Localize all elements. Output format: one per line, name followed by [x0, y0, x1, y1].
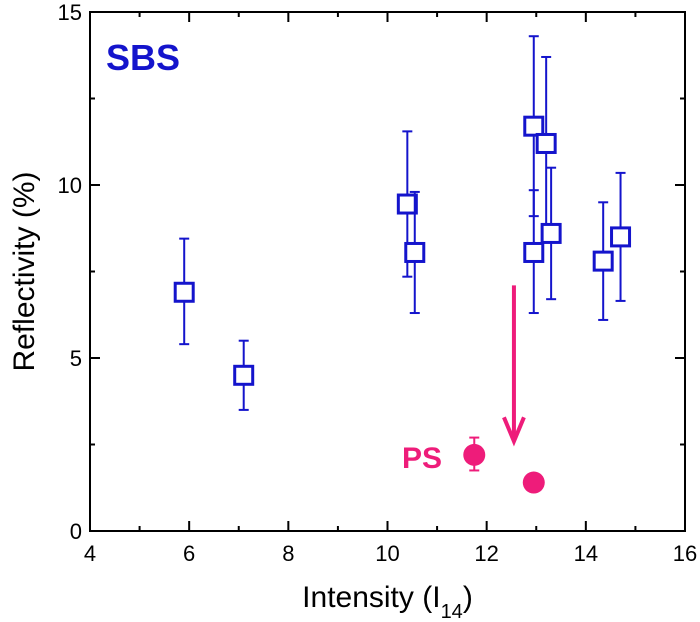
- x-tick-label: 10: [375, 541, 399, 566]
- data-point-square: [610, 226, 632, 248]
- x-tick-label: 4: [84, 541, 96, 566]
- x-tick-label: 14: [574, 541, 598, 566]
- y-axis-title: Reflectivity (%): [8, 171, 41, 371]
- x-tick-label: 8: [282, 541, 294, 566]
- annotations: [502, 285, 526, 447]
- data-point-square: [233, 364, 255, 386]
- series-label-ps: PS: [402, 442, 442, 475]
- x-axis-title-close: ): [463, 581, 473, 614]
- data-point-square: [523, 115, 545, 137]
- series-label-sbs: SBS: [106, 37, 180, 78]
- data-point-square: [396, 193, 418, 215]
- y-tick-label: 0: [70, 519, 82, 544]
- series-layer: [173, 35, 632, 494]
- data-point-square: [540, 222, 562, 244]
- y-tick-label: 10: [58, 173, 82, 198]
- data-point-square: [535, 132, 557, 154]
- data-point-square: [523, 241, 545, 263]
- x-axis-title-main: Intensity (I: [302, 581, 440, 614]
- data-point-square: [404, 241, 426, 263]
- data-point-square: [592, 250, 614, 272]
- tick-labels: 4 6 8 10 12 14 16 0 5 10 15: [58, 0, 698, 566]
- series-ps: [463, 436, 545, 494]
- x-axis-title-subscript: 14: [441, 601, 463, 622]
- plot-frame: [89, 11, 686, 532]
- series-sbs: [173, 35, 632, 411]
- y-tick-label: 5: [70, 346, 82, 371]
- y-tick-label: 15: [58, 0, 82, 25]
- x-tick-label: 6: [183, 541, 195, 566]
- data-point-circle: [463, 443, 486, 466]
- x-tick-label: 16: [673, 541, 697, 566]
- data-point-square: [173, 281, 195, 303]
- arrow-head: [502, 416, 526, 447]
- data-point-circle: [522, 471, 545, 494]
- x-tick-label: 12: [474, 541, 498, 566]
- x-axis-title: Intensity (I14): [302, 581, 473, 622]
